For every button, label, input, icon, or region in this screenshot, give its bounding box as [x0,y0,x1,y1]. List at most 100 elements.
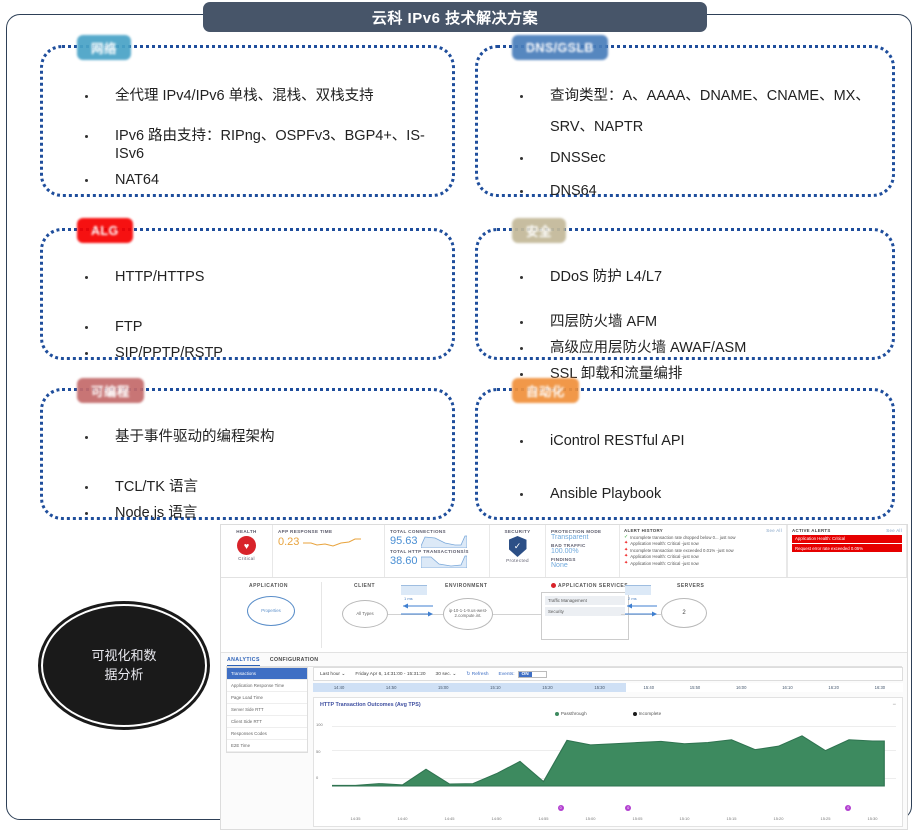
x-tick: 15:10 [679,816,690,821]
list-item-label: 查询类型：A、AAAA、DNAME、CNAME、MX、 [550,88,870,104]
chart-event-marker[interactable]: 0 [557,805,564,811]
collapse-icon[interactable]: − [892,702,896,708]
bullet-icon [520,439,523,443]
card-badge-dns: DNS/GSLB [512,35,608,60]
x-tick: 14:40 [397,816,408,821]
x-tick: 15:30 [867,816,878,821]
app-response-tile: APP RESPONSE TIME 0.23 [273,525,385,577]
interval-select[interactable]: 30 sec. ⌄ [436,672,457,677]
alert-text: Application Health: Critical -just now [630,554,699,559]
list-item: SSL 卸载和流量编排 [502,365,878,383]
timeline-tick: 14:50 [385,685,397,690]
x-tick: 14:45 [444,816,455,821]
server-flow-arrows [625,603,657,617]
analytics-toolbar: Last hour ⌄ Friday Apr 6, 14:31:00 - 15:… [313,667,903,681]
visualization-callout: 可视化和数 据分析 [38,601,210,730]
bullet-icon [520,94,523,98]
legend-item-incomplete[interactable]: Incomplete [632,711,662,716]
app-service-item[interactable]: Traffic Management [545,596,625,605]
card-automation: 自动化 iControl RESTful API Ansible Playboo… [475,378,895,520]
timeline-scrubber[interactable]: 14:40 14:50 15:00 15:10 15:20 15:30 15:4… [313,683,903,692]
active-alert-bar[interactable]: Application Health: Critical [792,534,902,543]
tab-analytics[interactable]: ANALYTICS [227,657,260,666]
bullet-icon [85,511,88,515]
metric-item-server-side-rtt[interactable]: Server Side RTT [227,704,307,716]
y-tick-50: 50 [316,748,321,754]
f5-logo-icon [551,583,556,589]
security-tile: SECURITY ✓ Protected [490,525,546,577]
bullet-icon [520,156,523,160]
bullet-icon [520,346,523,350]
list-item-label: TCL/TK 语言 [115,479,198,496]
findings-label: FINDINGS [551,556,576,562]
page-title: 云科 IPv6 技术解决方案 [203,2,707,32]
x-tick: 15:00 [585,816,596,821]
metric-list: Transactions Application Response Time P… [226,667,308,753]
chevron-down-icon: ⌄ [452,671,457,677]
list-item: DDoS 防护 L4/L7 [502,268,878,286]
alert-row: ✦ Incomplete transaction rate exceeded 0.… [624,546,782,553]
list-item: SIP/PPTP/RSTP [67,344,438,362]
list-item-label: FTP [115,319,143,336]
legend-label: Incomplete [638,711,662,716]
alert-dot-icon: ✦ [624,546,629,553]
list-item: Node.js 语言 [67,504,438,522]
metric-item-client-side-rtt[interactable]: Client Side RTT [227,716,307,728]
timeline-tick: 16:30 [874,685,886,690]
tab-configuration[interactable]: CONFIGURATION [269,657,319,663]
card-security: 安全 DDoS 防护 L4/L7 四层防火墙 AFM 高级应用层防火墙 AWAF… [475,218,895,382]
flow-node-application[interactable]: Properties [247,596,295,626]
chart-area-series [332,735,885,787]
metric-item-e2e-time[interactable]: E2E Time [227,740,307,752]
card-programmable: 可编程 基于事件驱动的编程架构 TCL/TK 语言 Node.js 语言 [40,378,455,522]
callout-line-1: 可视化和数 [91,647,157,663]
client-latency-sparkline [401,585,427,595]
refresh-icon: ↻ [466,671,471,677]
flow-label-app-services-text: APPLICATION SERVICES [558,583,629,589]
metric-item-app-response-time[interactable]: Application Response Time [227,680,307,692]
flow-connector [493,614,541,615]
active-alert-bar[interactable]: Request error rate exceeded 0.05% [792,544,902,552]
chart-event-marker[interactable]: 0 [625,805,632,811]
events-toggle[interactable]: ON [517,670,547,678]
metric-item-responses-codes[interactable]: Responses Codes [227,728,307,740]
flow-node-servers[interactable]: 2 [661,598,707,628]
findings-value: None [551,561,568,569]
dashboard-stats-bar: HEALTH ♥ Critical APP RESPONSE TIME 0.23… [221,525,907,578]
chart-event-marker[interactable]: 0 [845,805,852,811]
timeline-selected-range[interactable]: 14:40 14:50 15:00 15:10 15:20 15:30 [313,683,626,692]
bullet-icon [520,492,523,496]
callout-body: 可视化和数 据分析 [43,606,205,725]
bullet-icon [520,189,523,193]
bullet-icon [85,435,88,439]
active-alerts-see-all[interactable]: See All [886,528,902,533]
flow-node-client[interactable]: All Types [342,600,388,628]
chart-title: HTTP Transaction Outcomes (Avg TPS) [320,702,421,708]
list-item: TCL/TK 语言 [67,478,438,496]
time-range-select[interactable]: Last hour ⌄ [320,672,345,677]
x-tick: 15:15 [726,816,737,821]
total-http-label: TOTAL HTTP TRANSACTIONS/s [390,549,469,554]
app-response-value: 0.23 [278,535,300,548]
bullet-icon [85,134,88,138]
security-label: SECURITY [504,529,531,534]
legend-item-passthrough[interactable]: Passthrough [554,711,587,716]
list-item-label: Node.js 语言 [115,505,198,522]
alert-history-header: ALERT HISTORY See All [624,528,782,533]
flow-node-environment[interactable]: ip-10-1-1-9.us-west-2.compute.int. [443,598,493,630]
list-item-label: 四层防火墙 AFM [550,314,658,331]
total-connections-label: TOTAL CONNECTIONS [390,529,446,534]
alert-dot-icon: ✦ [624,559,629,566]
refresh-button[interactable]: ↻ Refresh [466,672,488,677]
total-connections-value: 95.63 [390,534,418,547]
app-response-label: APP RESPONSE TIME [278,529,333,534]
metric-item-page-load-time[interactable]: Page Load Time [227,692,307,704]
app-service-item[interactable]: Security [545,607,625,616]
alert-history-see-all[interactable]: See All [766,528,782,533]
list-item-label: SRV、NAPTR [550,119,644,136]
bad-traffic-value: 100.00% [551,547,579,555]
app-response-sparkline [303,538,362,547]
metric-item-transactions[interactable]: Transactions [227,668,307,680]
list-item: 高级应用层防火墙 AWAF/ASM [502,339,878,357]
timeline-rest-range[interactable]: 15:40 15:50 16:00 16:10 16:20 16:30 [625,683,903,692]
